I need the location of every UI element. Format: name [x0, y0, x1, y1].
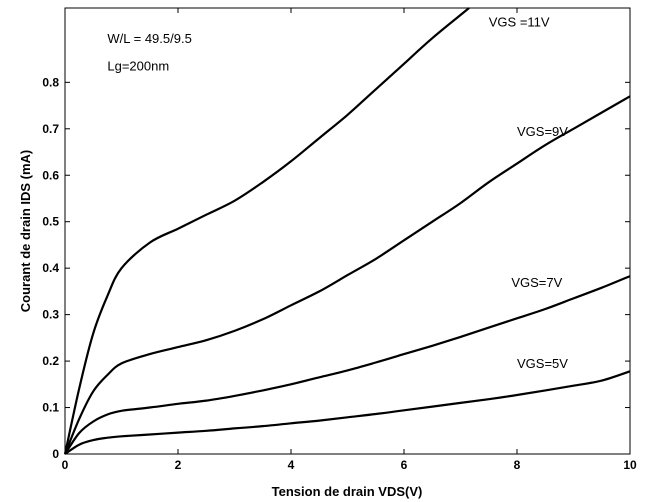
series-line-0 — [63, 7, 470, 455]
x-tick-label: 8 — [514, 458, 521, 472]
series-label-0: VGS =11V — [489, 15, 550, 30]
y-axis-label: Courant de drain IDS (mA) — [18, 150, 33, 313]
series-line-2 — [64, 275, 631, 455]
series-line-1 — [63, 95, 631, 455]
y-tick-label: 0.6 — [42, 168, 59, 182]
axis-ticks: 0 2 4 6 8 10 0 0.1 0.2 0.3 0.4 0.5 0.6 0.7 0.8 — [42, 8, 637, 472]
series-line-3 — [64, 370, 631, 455]
x-axis-label: Tension de drain VDS(V) — [272, 484, 423, 499]
y-tick-label: 0 — [52, 447, 59, 461]
y-tick-label: 0.2 — [42, 354, 59, 368]
series-label-1: VGS=9V — [517, 124, 568, 139]
x-tick-label: 4 — [288, 458, 295, 472]
series-label-3: VGS=5V — [517, 356, 568, 371]
y-tick-label: 0.8 — [42, 75, 59, 89]
x-tick-label: 0 — [62, 458, 69, 472]
x-tick-label: 6 — [401, 458, 408, 472]
curve-labels: VGS =11V VGS=9V VGS=7V VGS=5V — [489, 15, 569, 371]
series-label-2: VGS=7V — [511, 275, 562, 290]
plot-area — [64, 7, 631, 455]
annotation-wl: W/L = 49.5/9.5 — [107, 31, 191, 46]
x-tick-label: 10 — [623, 458, 637, 472]
y-tick-label: 0.4 — [42, 261, 59, 275]
y-tick-label: 0.5 — [42, 215, 59, 229]
annotation-lg: Lg=200nm — [107, 59, 169, 74]
curves — [63, 7, 631, 455]
y-tick-label: 0.1 — [42, 401, 59, 415]
y-tick-label: 0.7 — [42, 122, 59, 136]
y-tick-label: 0.3 — [42, 308, 59, 322]
x-tick-label: 2 — [175, 458, 182, 472]
